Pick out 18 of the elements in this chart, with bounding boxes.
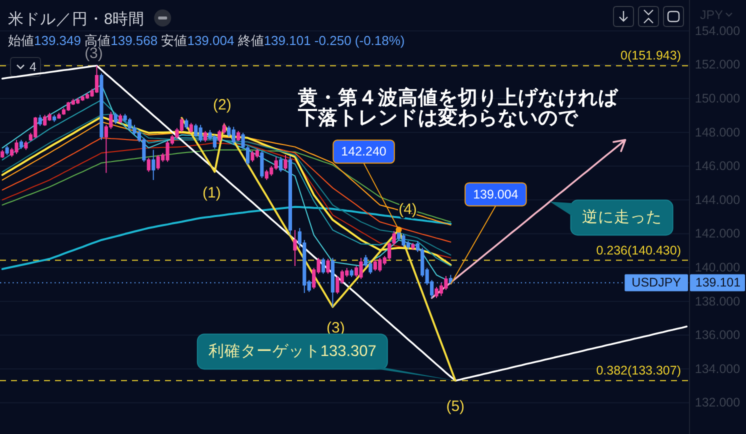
annotation: 4 (30, 60, 37, 74)
axis-price-label: 139.101 (690, 274, 745, 292)
note: 黄・第４波高値を切り上げなければ下落トレンドは変わらないので (298, 87, 618, 129)
subtitle: 始値139.349 高値139.568 安値139.004 終値139.101 -0.250 (-0.18%) (8, 33, 405, 48)
ref-line-label: 0.382(133.307) (596, 364, 681, 378)
callout-text: 利確ターゲット133.307 (208, 343, 376, 360)
price-line-label: USDJPY (624, 274, 688, 292)
ref-line-label: 0(151.943) (620, 48, 681, 63)
ref-line-label: 0.236(140.430) (596, 243, 681, 258)
wave-label: (5) (446, 398, 465, 416)
title: 米ドル／円・8時間 (8, 11, 145, 28)
indicator-toggle: 4 (10, 57, 41, 77)
price-callout-text: 139.004 (473, 187, 518, 202)
callout-text: 逆に走った (582, 209, 662, 226)
wave-label: (2) (213, 96, 232, 114)
price-callout-text: 142.240 (341, 144, 386, 159)
wave-label: (1) (202, 184, 221, 202)
ref-line-label: USDJPY (632, 276, 682, 290)
